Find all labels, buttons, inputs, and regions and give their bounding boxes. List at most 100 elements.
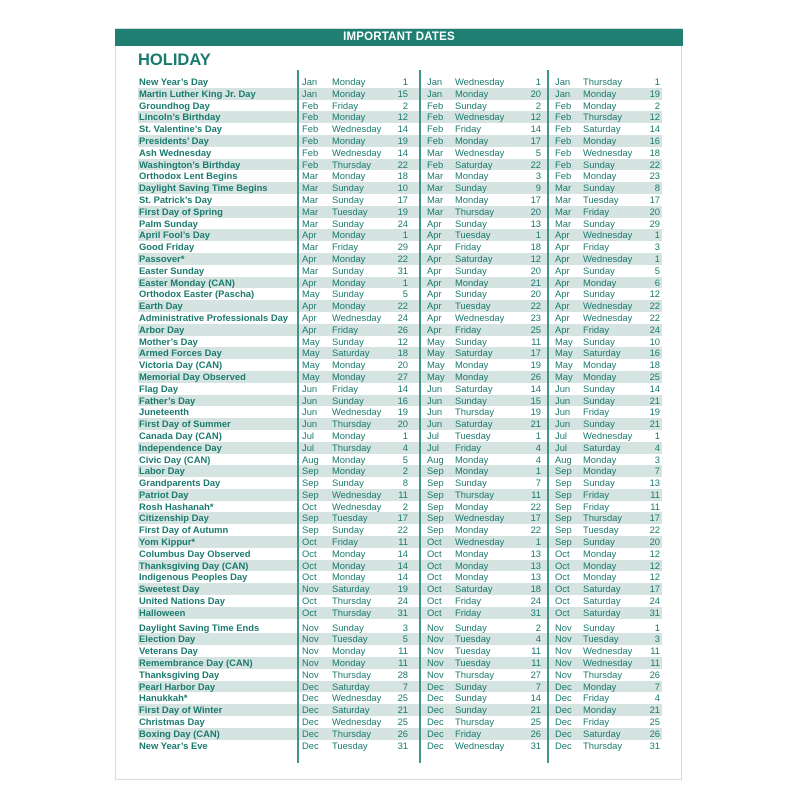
month: Feb [555, 158, 572, 170]
day-number: 24 [649, 323, 660, 335]
weekday: Monday [455, 370, 489, 382]
day-number: 1 [654, 252, 660, 264]
month: Oct [427, 536, 442, 548]
day-number: 13 [530, 217, 541, 229]
month: Sep [555, 488, 572, 500]
weekday: Saturday [583, 583, 621, 595]
weekday: Tuesday [332, 739, 368, 751]
day-number: 1 [535, 429, 541, 441]
day-number: 14 [530, 123, 541, 135]
day-number: 21 [530, 418, 541, 430]
month: Oct [302, 559, 317, 571]
day-number: 16 [649, 134, 660, 146]
month: Sep [302, 524, 319, 536]
day-number: 26 [397, 323, 408, 335]
day-number: 17 [530, 134, 541, 146]
weekday: Friday [455, 241, 482, 253]
day-number: 12 [397, 335, 408, 347]
weekday: Tuesday [455, 633, 491, 645]
holiday-name: Presidents’ Day [139, 134, 209, 146]
weekday: Friday [583, 323, 610, 335]
day-number: 17 [530, 347, 541, 359]
day-number: 10 [397, 182, 408, 194]
day-number: 31 [530, 739, 541, 751]
month: Apr [427, 229, 442, 241]
month: Nov [427, 633, 444, 645]
month: Dec [555, 680, 572, 692]
weekday: Friday [332, 536, 359, 548]
month: Oct [427, 547, 442, 559]
day-number: 27 [397, 370, 408, 382]
day-number: 18 [530, 583, 541, 595]
month: Oct [555, 606, 570, 618]
day-number: 26 [649, 668, 660, 680]
month: Apr [302, 323, 317, 335]
day-number: 25 [397, 692, 408, 704]
month: Sep [555, 477, 572, 489]
weekday: Monday [583, 99, 617, 111]
month: May [555, 347, 573, 359]
month: Sep [555, 500, 572, 512]
month: Mar [555, 182, 572, 194]
day-number: 1 [402, 76, 408, 87]
weekday: Monday [332, 465, 366, 477]
table-row: First Day of Winter Dec Saturday 21 Dec Sunda… [138, 704, 662, 717]
day-number: 14 [397, 571, 408, 583]
holiday-name: Lincoln’s Birthday [139, 111, 221, 123]
day-number: 3 [654, 633, 660, 645]
day-number: 31 [397, 739, 408, 751]
table-row: First Day of Autumn Sep Sunday 22 Sep Monday 2… [138, 524, 662, 536]
table-row: Easter Monday (CAN) Apr Monday 1 Apr Monday 21… [138, 276, 662, 289]
weekday: Wednesday [583, 252, 633, 264]
weekday: Thursday [332, 668, 372, 680]
weekday: Monday [583, 453, 617, 465]
month: Apr [302, 276, 317, 288]
weekday: Saturday [455, 252, 493, 264]
holiday-name: Canada Day (CAN) [139, 429, 222, 441]
weekday: Friday [455, 606, 482, 618]
table-row: Boxing Day (CAN) Dec Thursday 26 Dec Friday 26… [138, 727, 662, 740]
month: Oct [427, 606, 442, 618]
holiday-name: Sweetest Day [139, 583, 200, 595]
day-number: 17 [530, 512, 541, 524]
weekday: Thursday [332, 158, 372, 170]
weekday: Thursday [583, 739, 623, 751]
day-number: 11 [650, 645, 660, 657]
table-row: Thanksgiving Day Nov Thursday 28 Nov Thursday… [138, 669, 662, 681]
month: Oct [427, 595, 442, 607]
day-number: 18 [649, 359, 660, 371]
weekday: Saturday [455, 347, 493, 359]
weekday: Thursday [332, 606, 372, 618]
holiday-name: Daylight Saving Time Ends [139, 621, 260, 633]
weekday: Monday [332, 170, 366, 182]
table-row: Martin Luther King Jr. Day Jan Monday 15 Jan… [138, 87, 662, 100]
holiday-name: Indigenous Peoples Day [139, 571, 248, 583]
day-number: 7 [402, 680, 408, 692]
header-bar: IMPORTANT DATES [115, 29, 683, 46]
weekday: Wednesday [332, 311, 382, 323]
weekday: Sunday [583, 335, 615, 347]
table-row: Independence Day Jul Thursday 4 Jul Friday 4 Ju… [138, 441, 662, 454]
day-number: 1 [654, 621, 660, 633]
day-number: 17 [530, 193, 541, 205]
day-number: 22 [530, 500, 541, 512]
weekday: Sunday [455, 394, 487, 406]
month: May [427, 335, 445, 347]
weekday: Friday [332, 323, 359, 335]
day-number: 18 [649, 146, 660, 158]
holiday-name: First Day of Winter [139, 704, 223, 716]
day-number: 1 [654, 429, 660, 441]
weekday: Monday [455, 500, 489, 512]
day-number: 2 [402, 500, 408, 512]
weekday: Sunday [332, 264, 364, 276]
weekday: Tuesday [583, 633, 619, 645]
day-number: 14 [649, 123, 660, 135]
day-number: 15 [530, 394, 541, 406]
day-number: 4 [535, 633, 541, 645]
day-number: 1 [535, 76, 541, 87]
weekday: Thursday [332, 418, 372, 430]
table-row: Pearl Harbor Day Dec Saturday 7 Dec Sunday 7 De… [138, 680, 662, 693]
day-number: 31 [649, 739, 660, 751]
weekday: Wednesday [583, 229, 633, 241]
month: Oct [302, 606, 317, 618]
